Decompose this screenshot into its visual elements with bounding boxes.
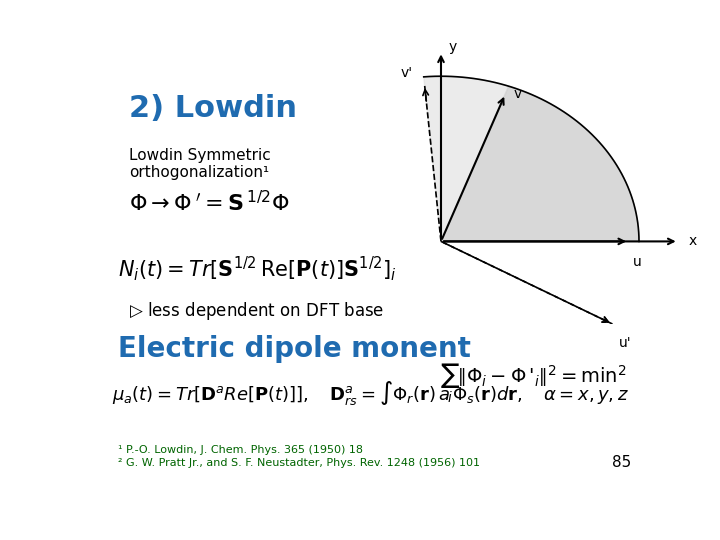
Text: $\mu_a(t) = Tr[\mathbf{D}^a Re[\mathbf{P}(t)]],\quad \mathbf{D}^a_{rs} = \int \P: $\mu_a(t) = Tr[\mathbf{D}^a Re[\mathbf{P… xyxy=(112,379,629,407)
Text: Lowdin Symmetric
orthogonalization¹: Lowdin Symmetric orthogonalization¹ xyxy=(129,148,271,180)
Text: 2) Lowdin: 2) Lowdin xyxy=(129,94,297,123)
Wedge shape xyxy=(424,76,509,241)
Text: v: v xyxy=(513,87,521,101)
Text: Electric dipole monent: Electric dipole monent xyxy=(118,335,471,363)
Text: v': v' xyxy=(401,66,413,80)
Text: x: x xyxy=(688,234,697,248)
Text: $\sum_i \left\|\Phi_i - \Phi\,'_i\right\|^2 = \mathrm{min}^2$: $\sum_i \left\|\Phi_i - \Phi\,'_i\right\… xyxy=(440,362,626,405)
Text: u': u' xyxy=(618,335,631,349)
Wedge shape xyxy=(441,86,639,241)
Text: $\triangleright$ less dependent on DFT base: $\triangleright$ less dependent on DFT b… xyxy=(129,300,384,322)
Text: 85: 85 xyxy=(612,455,631,470)
Text: ¹ P.-O. Lowdin, J. Chem. Phys. 365 (1950) 18: ¹ P.-O. Lowdin, J. Chem. Phys. 365 (1950… xyxy=(118,446,363,455)
Text: ² G. W. Pratt Jr., and S. F. Neustadter, Phys. Rev. 1248 (1956) 101: ² G. W. Pratt Jr., and S. F. Neustadter,… xyxy=(118,458,480,468)
Text: $N_i(t) = Tr[\mathbf{S}^{1/2}\,\mathrm{Re}[\mathbf{P}(t)]\mathbf{S}^{1/2}]_i$: $N_i(t) = Tr[\mathbf{S}^{1/2}\,\mathrm{R… xyxy=(118,254,397,283)
Text: $\Phi \rightarrow \Phi\,' = \mathbf{S}^{\,1/2}\Phi$: $\Phi \rightarrow \Phi\,' = \mathbf{S}^{… xyxy=(129,190,289,215)
Text: u: u xyxy=(633,255,642,268)
Text: y: y xyxy=(449,39,457,53)
